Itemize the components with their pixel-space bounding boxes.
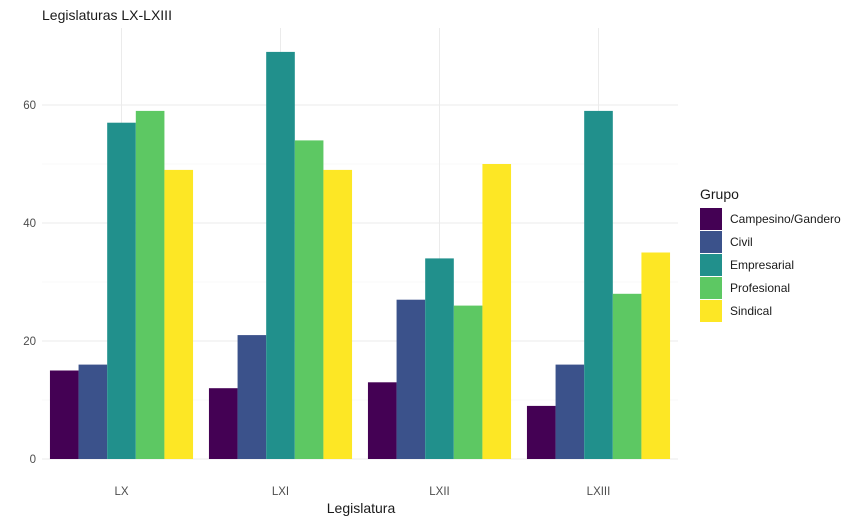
x-axis-title: Legislatura [327, 500, 396, 516]
x-tick-label: LXII [429, 486, 449, 498]
chart-subtitle: Legislaturas LX-LXIII [42, 7, 172, 23]
bar [425, 258, 454, 459]
x-tick-label: LX [114, 486, 128, 498]
bar [367, 382, 397, 459]
y-tick-label: 60 [23, 100, 36, 112]
legend-label: Sindical [730, 304, 772, 318]
bar [612, 293, 642, 459]
bar [78, 364, 108, 459]
x-tick-label: LXI [272, 486, 289, 498]
bar [208, 388, 238, 459]
bar [641, 252, 671, 459]
bar [555, 364, 585, 459]
bar [584, 110, 613, 460]
bars [49, 51, 671, 460]
y-tick-label: 0 [30, 454, 36, 466]
legend-key [700, 277, 722, 299]
bar [266, 51, 295, 460]
legend-label: Civil [730, 235, 753, 249]
legend-key [700, 231, 722, 253]
legend: Grupo Campesino/Gandero Civil Empresarial P… [700, 186, 841, 322]
bar [526, 405, 556, 459]
legend-title: Grupo [700, 186, 739, 202]
legend-key [700, 254, 722, 276]
legend-label: Campesino/Gandero [730, 212, 841, 226]
bar [237, 335, 267, 459]
bar [107, 122, 136, 459]
y-tick-label: 20 [23, 336, 36, 348]
bar [135, 110, 165, 460]
bar [294, 140, 324, 459]
bar [323, 169, 353, 459]
y-axis-ticks: 0 20 40 60 [23, 100, 36, 466]
legend-key [700, 300, 722, 322]
bar [164, 169, 194, 459]
bar [453, 305, 483, 459]
y-tick-label: 40 [23, 218, 36, 230]
bar [396, 299, 426, 459]
x-axis-ticks: LX LXI LXII LXIII [114, 486, 610, 498]
legend-key [700, 208, 722, 230]
bar [482, 164, 512, 459]
bar [49, 370, 79, 459]
legend-label: Profesional [730, 281, 790, 295]
x-tick-label: LXIII [587, 486, 611, 498]
legend-label: Empresarial [730, 258, 794, 272]
